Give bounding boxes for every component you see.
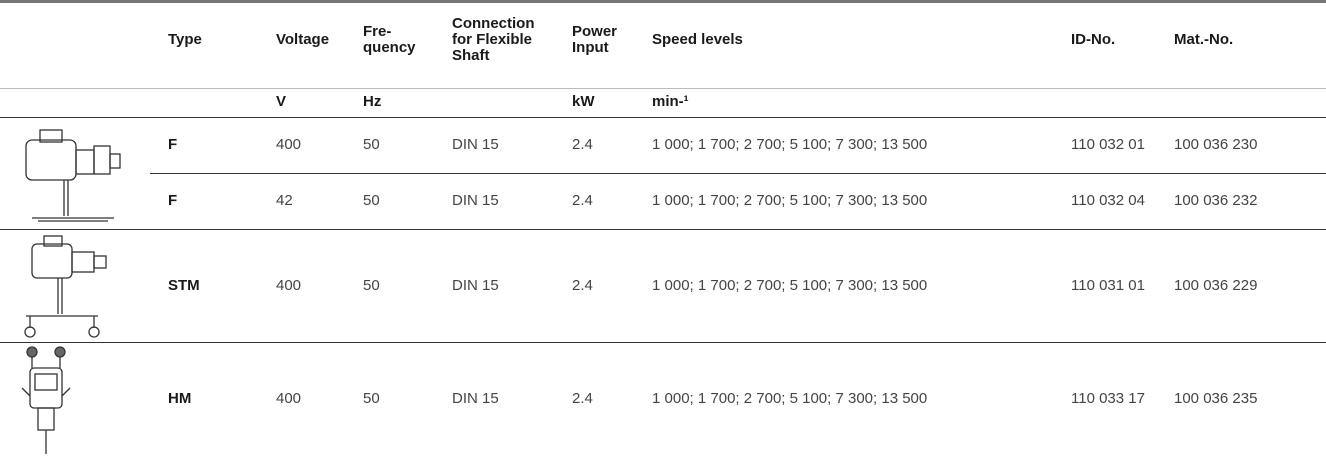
row-rule	[150, 173, 1326, 174]
machine-hand-held-image	[18, 344, 88, 456]
column-header: Speed levels	[652, 32, 743, 48]
column-header: Connection for Flexible Shaft	[452, 16, 535, 64]
value-cell: 100 036 235	[1174, 391, 1257, 407]
value-cell: 110 033 17	[1071, 391, 1145, 407]
units-rule	[0, 117, 1326, 118]
value-cell: 400	[276, 391, 301, 407]
column-header: Voltage	[276, 32, 329, 48]
column-header: ID-No.	[1071, 32, 1115, 48]
value-cell: 100 036 229	[1174, 278, 1257, 294]
value-cell: 2.4	[572, 391, 593, 407]
value-cell: DIN 15	[452, 193, 499, 209]
column-header: Mat.-No.	[1174, 32, 1233, 48]
value-cell: 1 000; 1 700; 2 700; 5 100; 7 300; 13 50…	[652, 137, 927, 153]
value-cell: 100 036 230	[1174, 137, 1257, 153]
top-rule	[0, 0, 1326, 3]
value-cell: 50	[363, 137, 380, 153]
column-header: Power Input	[572, 24, 617, 56]
unit-label: V	[276, 94, 286, 110]
value-cell: 50	[363, 278, 380, 294]
machine-mobile-stand-image	[18, 234, 128, 340]
row-rule	[0, 229, 1326, 230]
value-cell: DIN 15	[452, 391, 499, 407]
value-cell: 2.4	[572, 278, 593, 294]
unit-label: kW	[572, 94, 595, 110]
value-cell: 1 000; 1 700; 2 700; 5 100; 7 300; 13 50…	[652, 278, 927, 294]
value-cell: 100 036 232	[1174, 193, 1257, 209]
value-cell: 1 000; 1 700; 2 700; 5 100; 7 300; 13 50…	[652, 391, 927, 407]
type-cell: F	[168, 137, 177, 153]
column-header: Fre- quency	[363, 24, 416, 56]
value-cell: 50	[363, 193, 380, 209]
spec-table: Type Voltage Fre- quency Connection for Fle…	[0, 0, 1326, 456]
value-cell: 400	[276, 137, 301, 153]
row-rule	[0, 342, 1326, 343]
type-cell: F	[168, 193, 177, 209]
value-cell: 400	[276, 278, 301, 294]
type-cell: HM	[168, 391, 191, 407]
header-rule	[0, 88, 1326, 89]
type-cell: STM	[168, 278, 200, 294]
value-cell: DIN 15	[452, 137, 499, 153]
value-cell: 42	[276, 193, 293, 209]
value-cell: 110 032 01	[1071, 137, 1145, 153]
column-header: Type	[168, 32, 202, 48]
unit-label: Hz	[363, 94, 381, 110]
unit-label: min-¹	[652, 94, 689, 110]
value-cell: 2.4	[572, 137, 593, 153]
machine-floor-stand-image	[18, 124, 138, 224]
value-cell: 110 031 01	[1071, 278, 1145, 294]
value-cell: 1 000; 1 700; 2 700; 5 100; 7 300; 13 50…	[652, 193, 927, 209]
value-cell: 50	[363, 391, 380, 407]
value-cell: DIN 15	[452, 278, 499, 294]
value-cell: 110 032 04	[1071, 193, 1145, 209]
value-cell: 2.4	[572, 193, 593, 209]
